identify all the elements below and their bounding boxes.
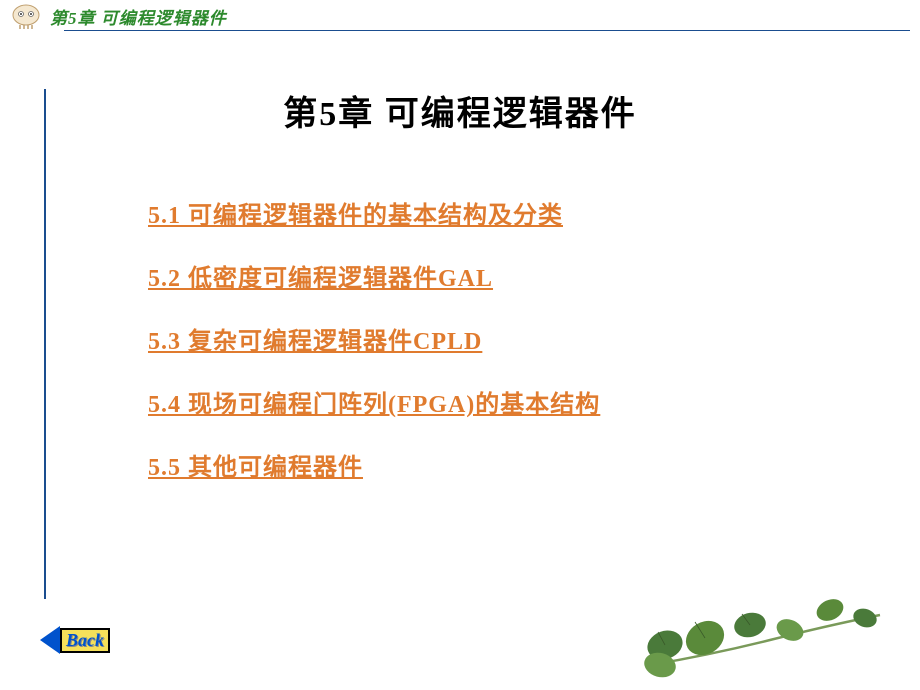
toc-link-5-1[interactable]: 5.1 可编程逻辑器件的基本结构及分类 — [148, 195, 920, 230]
page-title: 第5章 可编程逻辑器件 — [0, 86, 920, 135]
table-of-contents: 5.1 可编程逻辑器件的基本结构及分类 5.2 低密度可编程逻辑器件GAL 5.… — [148, 195, 920, 482]
plant-decoration-icon — [630, 570, 890, 680]
character-icon — [10, 3, 42, 29]
header-title: 第5章 可编程逻辑器件 — [50, 4, 227, 29]
back-button-label: Back — [60, 628, 110, 653]
toc-link-5-5[interactable]: 5.5 其他可编程器件 — [148, 447, 920, 482]
page-header: 第5章 可编程逻辑器件 — [0, 0, 920, 28]
toc-link-5-2[interactable]: 5.2 低密度可编程逻辑器件GAL — [148, 258, 920, 293]
vertical-divider — [44, 89, 46, 599]
toc-link-5-4[interactable]: 5.4 现场可编程门阵列(FPGA)的基本结构 — [148, 384, 920, 419]
back-button[interactable]: Back — [40, 626, 110, 654]
toc-link-5-3[interactable]: 5.3 复杂可编程逻辑器件CPLD — [148, 321, 920, 356]
content-area: 第5章 可编程逻辑器件 5.1 可编程逻辑器件的基本结构及分类 5.2 低密度可… — [0, 31, 920, 482]
back-arrow-icon — [40, 626, 60, 654]
